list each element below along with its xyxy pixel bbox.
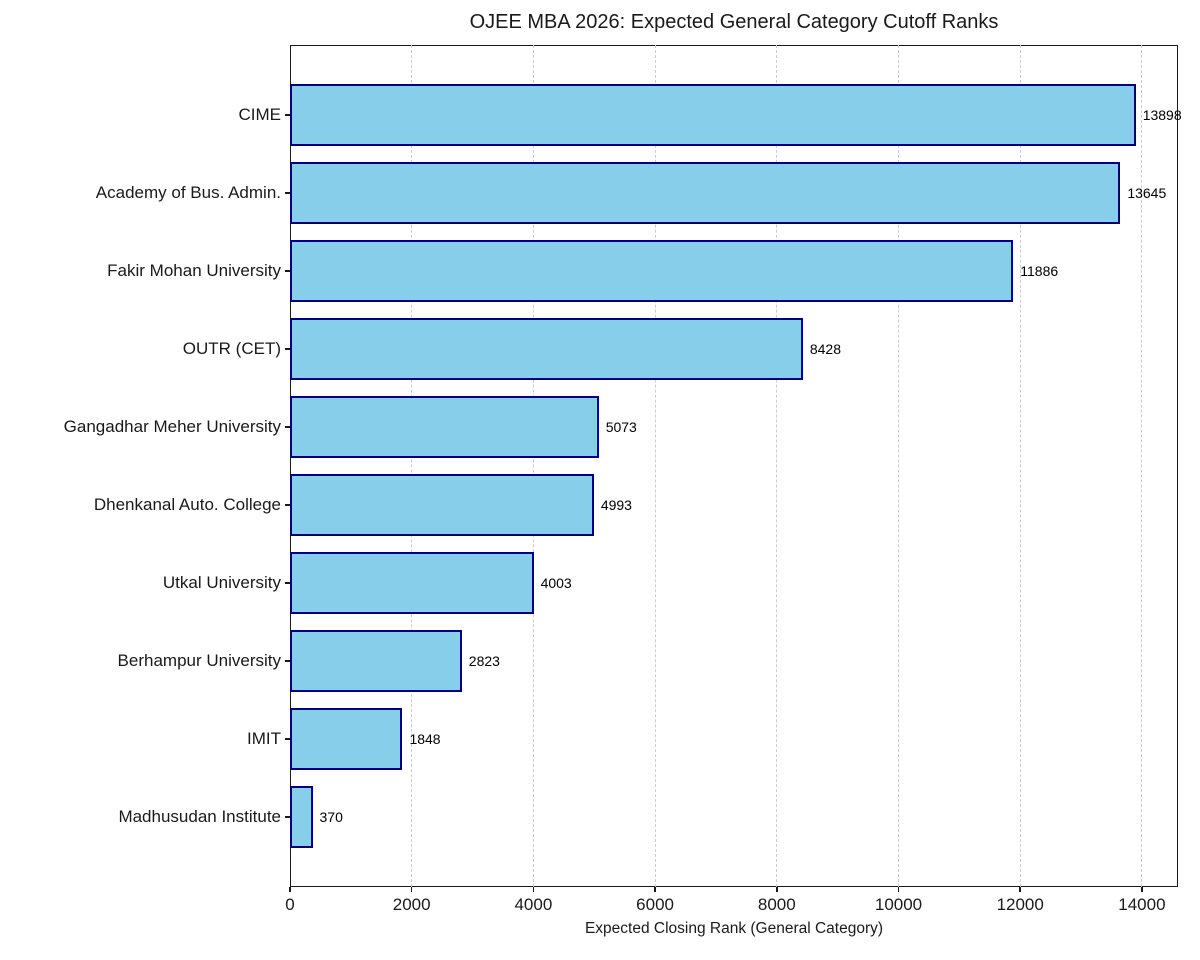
bar	[290, 395, 599, 459]
bar	[290, 161, 1121, 225]
x-tick-mark	[289, 887, 291, 892]
x-tick-label: 10000	[874, 895, 923, 914]
x-tick-label: 14000	[1118, 895, 1166, 914]
gridline-14000	[1141, 45, 1143, 887]
y-tick-mark	[285, 660, 290, 662]
y-tick-mark	[285, 192, 290, 194]
gridline-8000	[776, 45, 778, 887]
y-axis-label: Berhampur University	[117, 650, 281, 670]
bar-value-label: 4993	[600, 496, 632, 513]
y-tick-mark	[285, 270, 290, 272]
bar-value-label: 8428	[809, 341, 841, 358]
y-axis-label: Utkal University	[162, 572, 281, 592]
x-tick-mark	[410, 887, 413, 892]
x-tick-mark	[1141, 887, 1143, 892]
x-tick-mark	[1019, 887, 1021, 892]
x-tick-label: 8000	[757, 895, 796, 914]
y-axis-label: Fakir Mohan University	[107, 261, 281, 281]
gridline-2000	[411, 45, 413, 887]
bar-value-label: 370	[319, 808, 343, 825]
y-axis-label: Madhusudan Institute	[118, 806, 281, 826]
bar	[290, 239, 1014, 303]
chart-title: OJEE MBA 2026: Expected General Category…	[469, 11, 999, 33]
y-axis-label: CIME	[238, 105, 282, 125]
y-axis-label: OUTR (CET)	[182, 339, 281, 359]
plot-area	[290, 45, 1178, 887]
y-tick-mark	[285, 582, 290, 584]
bar	[290, 785, 313, 848]
x-tick-label: 12000	[996, 895, 1044, 914]
y-axis-label: IMIT	[247, 728, 281, 748]
bar	[290, 551, 534, 615]
x-tick-label: 4000	[514, 895, 553, 914]
gridline-12000	[1019, 45, 1021, 887]
bar	[290, 473, 594, 537]
y-axis-label: Dhenkanal Auto. College	[93, 494, 281, 514]
x-tick-label: 2000	[392, 895, 431, 914]
x-tick-mark	[897, 887, 900, 892]
y-tick-mark	[285, 426, 290, 428]
y-tick-mark	[285, 504, 290, 506]
x-axis-title: Expected Closing Rank (General Category)	[584, 920, 884, 937]
bar-value-label: 5073	[605, 419, 637, 436]
gridline-4000	[532, 45, 534, 887]
bar	[290, 83, 1136, 147]
bar-value-label: 13645	[1127, 185, 1167, 202]
y-tick-mark	[285, 816, 290, 818]
y-tick-mark	[285, 348, 290, 350]
x-tick-label: 0	[285, 895, 295, 914]
bar-value-label: 2823	[468, 652, 500, 669]
y-tick-mark	[285, 738, 290, 740]
x-tick-mark	[532, 887, 535, 892]
bar-value-label: 11886	[1020, 263, 1059, 280]
y-tick-mark	[285, 114, 290, 116]
gridline-10000	[897, 45, 899, 887]
bar-value-label: 4003	[540, 574, 572, 591]
y-axis-label: Gangadhar Meher University	[63, 417, 281, 437]
bar-value-label: 1848	[409, 730, 441, 747]
bar-value-label: 13898	[1142, 107, 1182, 124]
bar	[290, 629, 462, 693]
x-tick-mark	[776, 887, 778, 892]
bar	[290, 707, 403, 771]
x-tick-label: 6000	[636, 895, 674, 914]
y-axis-label: Academy of Bus. Admin.	[95, 183, 281, 203]
bar	[290, 317, 803, 381]
x-tick-mark	[654, 887, 656, 892]
gridline-6000	[654, 45, 656, 887]
